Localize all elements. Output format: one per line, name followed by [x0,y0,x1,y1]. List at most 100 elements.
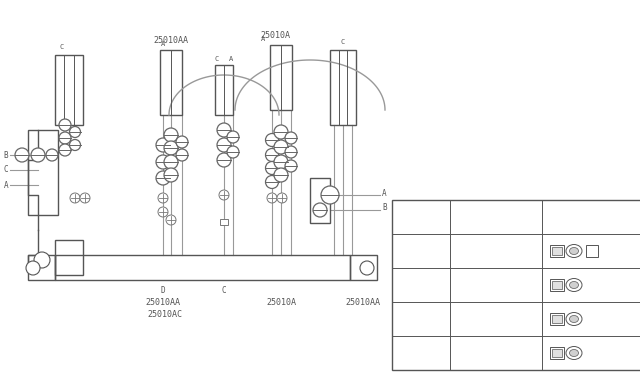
Ellipse shape [266,148,278,161]
Ellipse shape [156,138,170,152]
Ellipse shape [70,140,81,151]
Ellipse shape [570,282,579,289]
Circle shape [267,193,277,203]
Ellipse shape [266,176,278,189]
Text: 25010A: 25010A [260,31,290,40]
Text: A: A [229,56,233,62]
Text: C: C [221,286,227,295]
Ellipse shape [156,155,170,169]
Text: A: A [419,247,424,256]
Text: B: B [382,203,387,212]
Ellipse shape [313,203,327,217]
Text: 25010AA: 25010AA [145,298,180,307]
FancyBboxPatch shape [586,245,598,257]
Ellipse shape [176,136,188,148]
Ellipse shape [59,119,71,131]
Ellipse shape [266,134,278,147]
FancyBboxPatch shape [552,315,562,323]
FancyBboxPatch shape [552,247,562,255]
Text: D: D [161,286,165,295]
Text: LED: LED [488,349,504,357]
Text: SPECIFICATION: SPECIFICATION [466,212,526,221]
Ellipse shape [164,155,178,169]
Text: -24860PA: -24860PA [586,282,620,288]
Ellipse shape [217,153,231,167]
Circle shape [26,261,40,275]
Circle shape [34,252,50,268]
Text: (F/AIR BAG): (F/AIR BAG) [586,356,621,360]
FancyBboxPatch shape [220,219,228,225]
Ellipse shape [176,149,188,161]
Text: CODE NO.: CODE NO. [588,212,625,221]
Ellipse shape [164,141,178,155]
Text: C: C [341,39,345,45]
Text: B: B [3,151,8,160]
FancyBboxPatch shape [392,200,640,370]
Text: 25010A: 25010A [266,298,296,307]
Circle shape [219,190,229,200]
Ellipse shape [164,168,178,182]
Ellipse shape [274,168,288,182]
Ellipse shape [31,148,45,162]
Ellipse shape [321,186,339,204]
FancyBboxPatch shape [552,281,562,289]
FancyBboxPatch shape [552,349,562,357]
Ellipse shape [570,350,579,356]
Ellipse shape [59,144,71,156]
Circle shape [166,215,176,225]
Text: 25010AC: 25010AC [147,310,182,319]
Text: -24860P: -24860P [602,248,632,254]
Ellipse shape [274,155,288,169]
Ellipse shape [227,131,239,143]
Circle shape [70,193,80,203]
Ellipse shape [570,247,579,254]
Ellipse shape [70,126,81,138]
Ellipse shape [285,146,297,158]
Text: 25010AA: 25010AA [154,36,189,45]
Text: 25010AA: 25010AA [346,298,381,307]
Ellipse shape [15,148,29,162]
Circle shape [360,261,374,275]
Ellipse shape [217,138,231,152]
Text: B: B [419,280,424,289]
Ellipse shape [285,160,297,172]
Text: C: C [60,44,64,50]
Ellipse shape [566,279,582,292]
Text: 14V-3.4W: 14V-3.4W [476,247,516,256]
Ellipse shape [566,346,582,359]
Circle shape [158,193,168,203]
Ellipse shape [566,312,582,326]
Text: D: D [419,349,424,357]
Ellipse shape [274,140,288,154]
Ellipse shape [570,315,579,323]
Text: A: A [161,41,165,47]
FancyBboxPatch shape [550,245,564,257]
Text: LOCATION: LOCATION [403,212,440,221]
Text: 14V-1.4W: 14V-1.4W [476,314,516,324]
Ellipse shape [227,146,239,158]
Ellipse shape [164,128,178,142]
Text: A: A [3,180,8,189]
Ellipse shape [266,161,278,174]
FancyBboxPatch shape [550,347,564,359]
Circle shape [277,193,287,203]
Text: C: C [3,166,8,174]
Text: C: C [419,314,424,324]
Text: C: C [215,56,219,62]
Text: A: A [382,189,387,198]
Text: -24860PB: -24860PB [586,316,620,322]
Text: A: A [261,36,265,42]
Text: -24860PD: -24860PD [586,347,616,353]
Ellipse shape [217,123,231,137]
Ellipse shape [59,132,71,144]
Ellipse shape [46,149,58,161]
FancyBboxPatch shape [550,313,564,325]
Ellipse shape [285,132,297,144]
FancyBboxPatch shape [550,279,564,291]
Text: 14V-3.4WL: 14V-3.4WL [474,280,518,289]
Text: AP/B^0.7: AP/B^0.7 [593,356,630,365]
Circle shape [158,207,168,217]
Circle shape [80,193,90,203]
Ellipse shape [274,125,288,139]
Ellipse shape [566,244,582,257]
